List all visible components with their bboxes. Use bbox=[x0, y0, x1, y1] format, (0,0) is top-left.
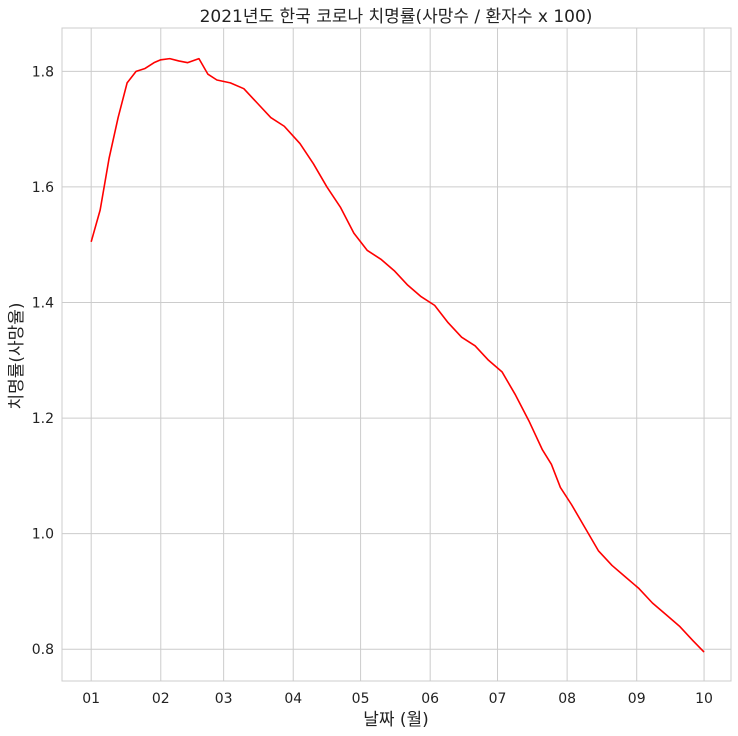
x-tick-label: 03 bbox=[215, 691, 233, 707]
y-tick-label: 1.4 bbox=[32, 295, 54, 311]
x-tick-label: 10 bbox=[695, 691, 713, 707]
y-tick-label: 1.0 bbox=[32, 527, 54, 543]
x-tick-label: 05 bbox=[352, 691, 370, 707]
grid bbox=[62, 28, 731, 681]
y-tick-label: 1.6 bbox=[32, 180, 54, 196]
series-line bbox=[90, 57, 705, 653]
y-tick-label: 1.8 bbox=[32, 64, 54, 80]
x-axis-title: 날짜 (월) bbox=[363, 710, 429, 730]
y-tick-label: 1.2 bbox=[32, 411, 54, 427]
x-tick-label: 07 bbox=[489, 691, 507, 707]
x-tick-label: 01 bbox=[82, 691, 100, 707]
x-tick-label: 08 bbox=[558, 691, 576, 707]
plot-frame bbox=[61, 27, 732, 682]
x-tick-label: 09 bbox=[628, 691, 646, 707]
y-tick-label: 0.8 bbox=[32, 642, 54, 658]
x-tick-labels: 01 02 03 04 05 06 07 08 09 10 bbox=[82, 691, 713, 707]
x-tick-label: 06 bbox=[421, 691, 439, 707]
y-axis-title: 치명률(사망율) bbox=[7, 302, 27, 409]
chart-title: 2021년도 한국 코로나 치명률(사망수 / 환자수 x 100) bbox=[200, 7, 593, 27]
y-tick-labels: 0.8 1.0 1.2 1.4 1.6 1.8 bbox=[32, 64, 54, 658]
x-tick-label: 02 bbox=[152, 691, 170, 707]
x-tick-label: 04 bbox=[284, 691, 302, 707]
